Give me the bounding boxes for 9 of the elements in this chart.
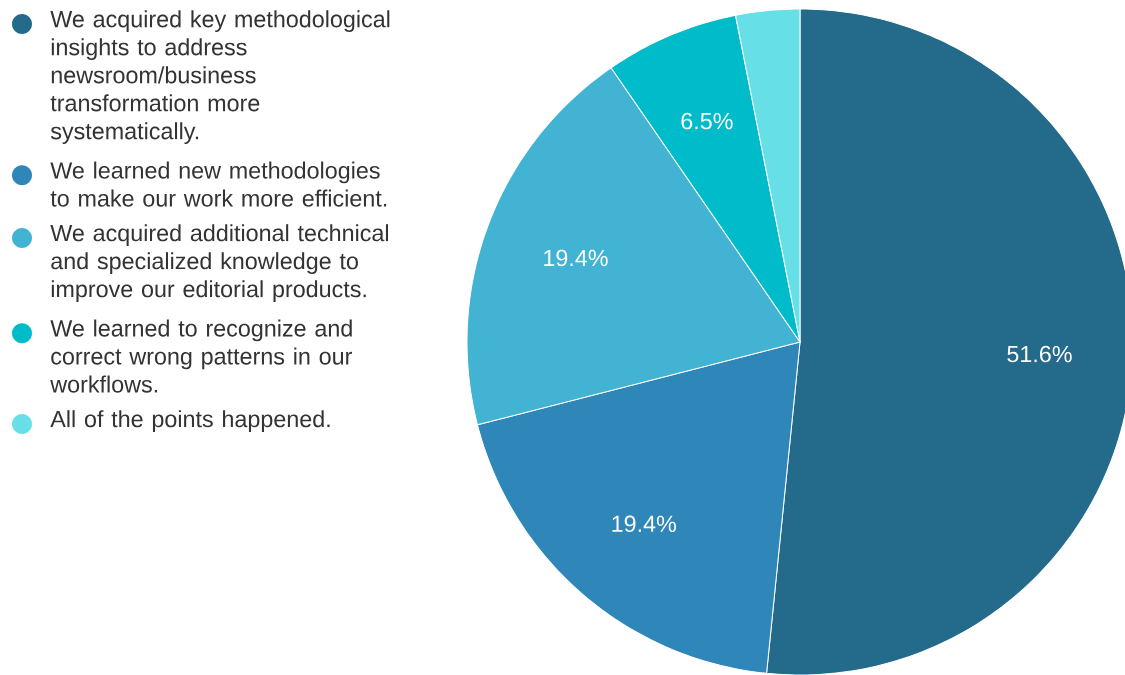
data-label: 6.5% [681, 112, 733, 130]
legend-label: We acquired additional technical and specialized knowledge to improve our editorial products. [50, 224, 389, 302]
legend-label: All of the points happened. [50, 410, 330, 432]
data-label: 19.4% [544, 249, 608, 267]
legend-label: We learned new methodologies to make our work more efficient. [50, 161, 387, 207]
data-label: 51.6% [1007, 345, 1072, 363]
legend-label: We acquired key methodological insights to address newsroom/business transformation more systematically. [50, 10, 390, 145]
data-label: 19.4% [612, 515, 676, 533]
legend-label: We learned to recognize and correct wrong patterns in our workflows. [50, 319, 352, 393]
